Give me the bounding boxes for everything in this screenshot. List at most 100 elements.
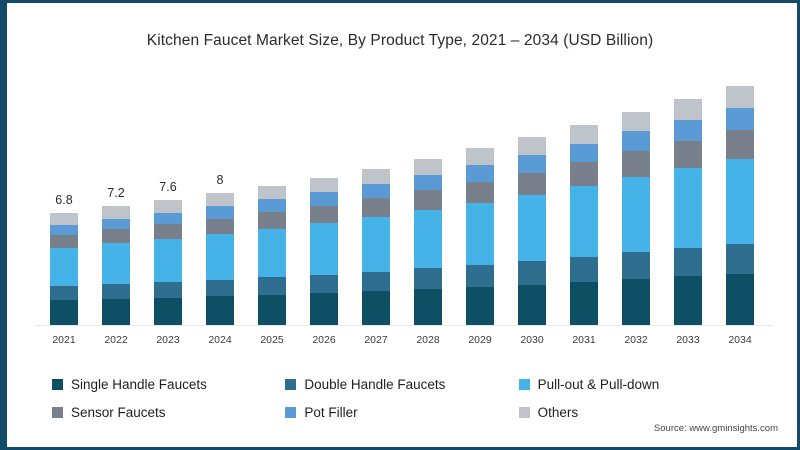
bar-segment — [362, 183, 390, 199]
bar-segment — [154, 297, 182, 325]
bar-segment — [102, 284, 130, 299]
bar-segment — [206, 218, 234, 234]
bar-segment — [518, 154, 546, 173]
bar-segment — [154, 238, 182, 283]
bar-segment — [258, 185, 286, 200]
bar-segment — [726, 107, 754, 131]
value-label-2023: 7.6 — [159, 179, 177, 194]
bar-2031[interactable] — [570, 124, 598, 325]
bar-segment — [466, 286, 494, 325]
bar-2030[interactable] — [518, 137, 546, 325]
bar-2022[interactable] — [102, 206, 130, 325]
bar-segment — [206, 279, 234, 297]
bar-segment — [50, 286, 78, 301]
source-attribution: Source: www.gminsights.com — [653, 423, 778, 434]
x-axis-label-2026: 2026 — [312, 334, 336, 346]
legend-swatch-icon — [518, 406, 530, 418]
bar-2024[interactable] — [206, 193, 234, 325]
bar-segment — [414, 289, 442, 325]
bar-segment — [466, 202, 494, 265]
bar-segment — [206, 296, 234, 325]
bar-segment — [258, 212, 286, 229]
bar-2021[interactable] — [50, 213, 78, 325]
legend-item-pull-out-pull-down[interactable]: Pull-out & Pull-down — [518, 376, 752, 392]
legend-item-label: Pull-out & Pull-down — [537, 376, 660, 392]
legend-row-1: Single Handle Faucets Double Handle Fauc… — [52, 370, 752, 398]
value-label-2022: 7.2 — [107, 186, 125, 201]
x-axis-label-2028: 2028 — [416, 334, 440, 346]
bar-segment — [726, 130, 754, 159]
bar-segment — [570, 124, 598, 144]
bar-segment — [310, 274, 338, 294]
bar-segment — [674, 99, 702, 120]
legend-item-double-handle-faucets[interactable]: Double Handle Faucets — [285, 377, 518, 392]
x-axis-line — [34, 325, 774, 326]
bar-segment — [258, 228, 286, 278]
bar-2032[interactable] — [622, 111, 650, 325]
bar-segment — [102, 206, 130, 219]
x-axis-label-2029: 2029 — [468, 334, 492, 346]
bar-segment — [466, 148, 494, 166]
bar-segment — [362, 291, 390, 325]
bar-segment — [518, 172, 546, 195]
bar-segment — [414, 158, 442, 175]
bar-segment — [622, 176, 650, 253]
value-label-2021: 6.8 — [55, 193, 73, 208]
legend-item-single-handle-faucets[interactable]: Single Handle Faucets — [52, 377, 285, 392]
legend-item-others[interactable]: Others — [518, 405, 752, 420]
bar-segment — [310, 177, 338, 192]
bar-segment — [674, 248, 702, 277]
bar-segment — [466, 165, 494, 182]
bar-2027[interactable] — [362, 168, 390, 325]
bar-segment — [414, 190, 442, 210]
bar-segment — [674, 276, 702, 325]
bar-segment — [206, 206, 234, 219]
bar-segment — [570, 256, 598, 282]
bar-2026[interactable] — [310, 177, 338, 325]
legend-swatch-icon — [52, 378, 63, 390]
bar-segment — [726, 243, 754, 274]
bar-segment — [518, 194, 546, 261]
bar-segment — [310, 222, 338, 275]
bar-2033[interactable] — [674, 99, 702, 325]
bar-segment — [154, 199, 182, 213]
bar-segment — [154, 224, 182, 239]
bar-segment — [622, 111, 650, 132]
bar-segment — [50, 247, 78, 287]
bar-segment — [206, 233, 234, 280]
legend-item-sensor-faucets[interactable]: Sensor Faucets — [52, 405, 285, 420]
x-axis-label-2025: 2025 — [260, 334, 284, 346]
bar-segment — [206, 193, 234, 207]
x-axis-label-2024: 2024 — [208, 334, 232, 346]
legend-swatch-icon — [285, 406, 297, 418]
legend-item-label: Sensor Faucets — [71, 404, 166, 420]
x-axis-label-2027: 2027 — [364, 334, 388, 346]
bar-2023[interactable] — [154, 199, 182, 325]
bar-segment — [622, 151, 650, 177]
bar-segment — [362, 216, 390, 272]
bar-segment — [362, 198, 390, 217]
bar-2034[interactable] — [726, 86, 754, 325]
bar-2025[interactable] — [258, 185, 286, 325]
bar-segment — [258, 277, 286, 295]
bar-segment — [570, 281, 598, 325]
bar-segment — [622, 131, 650, 152]
bar-segment — [50, 234, 78, 248]
bar-segment — [466, 264, 494, 287]
bar-2029[interactable] — [466, 148, 494, 325]
bar-segment — [102, 229, 130, 244]
bar-segment — [50, 300, 78, 325]
legend-item-pot-filler[interactable]: Pot Filler — [285, 405, 518, 420]
bar-segment — [674, 141, 702, 169]
bar-segment — [570, 186, 598, 257]
bar-segment — [570, 162, 598, 187]
x-axis-label-2033: 2033 — [676, 334, 700, 346]
bar-segment — [674, 168, 702, 249]
bar-segment — [726, 273, 754, 325]
bar-segment — [102, 243, 130, 285]
x-axis-label-2031: 2031 — [572, 334, 596, 346]
x-axis-label-2023: 2023 — [156, 334, 180, 346]
legend-item-label: Double Handle Faucets — [304, 376, 446, 392]
bar-2028[interactable] — [414, 158, 442, 325]
